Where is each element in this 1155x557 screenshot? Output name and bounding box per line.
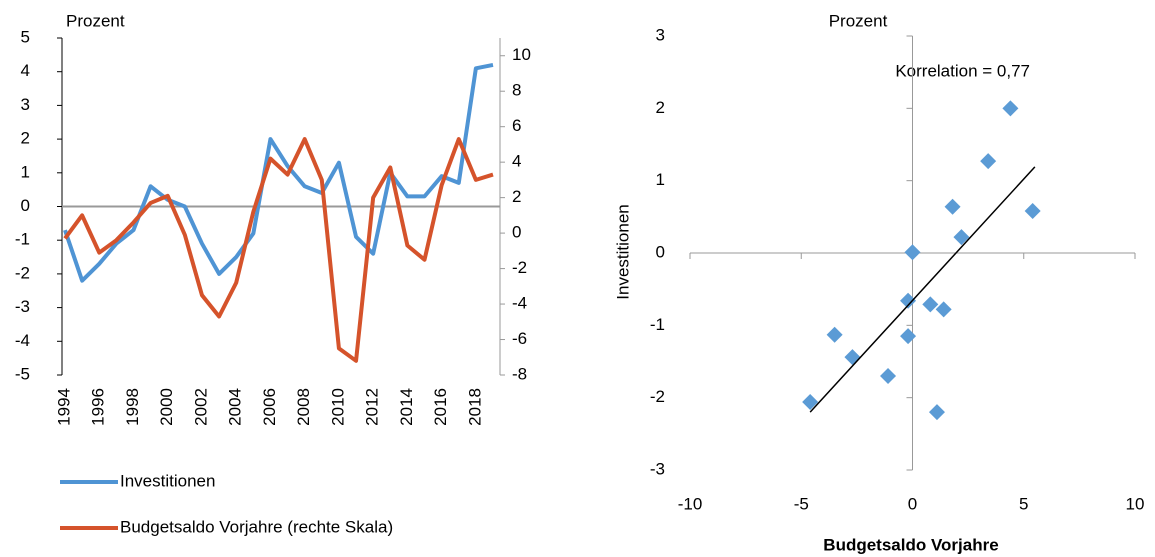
scatter-point bbox=[900, 328, 917, 345]
x-tick-label: 0 bbox=[908, 494, 917, 513]
y-tick-label: -3 bbox=[15, 297, 30, 316]
y2-tick-label: 10 bbox=[512, 45, 531, 64]
y2-tick-label: 0 bbox=[512, 223, 521, 242]
scatter-point bbox=[802, 394, 819, 411]
y2-tick-label: -2 bbox=[512, 258, 527, 277]
scatter-point bbox=[1024, 203, 1041, 220]
series-line bbox=[63, 62, 494, 283]
y2-tick-label: 8 bbox=[512, 81, 521, 100]
y-unit-label: Prozent bbox=[829, 11, 888, 30]
y2-tick-label: -4 bbox=[512, 294, 527, 313]
x-tick-label: 2010 bbox=[328, 388, 347, 426]
legend-label: Budgetsaldo Vorjahre (rechte Skala) bbox=[120, 517, 393, 536]
y-tick-label: -2 bbox=[650, 387, 665, 406]
x-tick-label: 5 bbox=[1019, 494, 1028, 513]
y2-tick-label: -6 bbox=[512, 329, 527, 348]
series-line bbox=[63, 137, 494, 363]
scatter-point bbox=[826, 326, 843, 343]
scatter-point bbox=[928, 404, 945, 421]
x-tick-label: 1996 bbox=[89, 388, 108, 426]
x-tick-label: 2012 bbox=[363, 388, 382, 426]
trend-line bbox=[809, 166, 1036, 413]
y-tick-label: 4 bbox=[21, 61, 30, 80]
y-tick-label: 3 bbox=[21, 95, 30, 114]
x-tick-label: 1998 bbox=[123, 388, 142, 426]
y-tick-label: 1 bbox=[656, 170, 665, 189]
x-tick-label: 10 bbox=[1126, 494, 1145, 513]
x-tick-label: 2014 bbox=[397, 388, 416, 426]
y-tick-label: -2 bbox=[15, 263, 30, 282]
y-tick-label: 5 bbox=[21, 27, 30, 46]
y-tick-label: 0 bbox=[21, 196, 30, 215]
y2-tick-label: -8 bbox=[512, 364, 527, 383]
y-tick-label: -5 bbox=[15, 364, 30, 383]
y-axis-title: Investitionen bbox=[613, 204, 632, 299]
y-tick-label: 2 bbox=[21, 129, 30, 148]
scatter-point bbox=[980, 153, 997, 170]
x-tick-label: -5 bbox=[794, 494, 809, 513]
y2-tick-label: 2 bbox=[512, 187, 521, 206]
y-tick-label: 3 bbox=[656, 25, 665, 44]
x-tick-label: 2016 bbox=[431, 388, 450, 426]
y-tick-label: -1 bbox=[15, 230, 30, 249]
scatter-point bbox=[904, 244, 921, 261]
y-unit-label: Prozent bbox=[66, 11, 125, 30]
y-tick-label: -1 bbox=[650, 315, 665, 334]
y-tick-label: -3 bbox=[650, 459, 665, 478]
scatter-point bbox=[1002, 100, 1019, 117]
y-tick-label: 0 bbox=[656, 242, 665, 261]
scatter-point bbox=[953, 229, 970, 246]
x-axis-title: Budgetsaldo Vorjahre bbox=[823, 535, 998, 554]
scatter-point bbox=[944, 198, 961, 215]
scatter-point bbox=[844, 349, 861, 366]
scatter-point bbox=[900, 292, 917, 309]
scatter-point bbox=[922, 296, 939, 313]
y-tick-label: -4 bbox=[15, 331, 30, 350]
y2-tick-label: 6 bbox=[512, 116, 521, 135]
y-tick-label: 2 bbox=[656, 98, 665, 117]
x-tick-label: 2018 bbox=[465, 388, 484, 426]
x-tick-label: -10 bbox=[678, 494, 703, 513]
annotation: Korrelation = 0,77 bbox=[895, 61, 1030, 80]
scatter-point bbox=[935, 301, 952, 318]
x-tick-label: 2008 bbox=[294, 388, 313, 426]
scatter-point bbox=[880, 367, 897, 384]
x-tick-label: 2006 bbox=[260, 388, 279, 426]
x-tick-label: 2000 bbox=[157, 388, 176, 426]
y2-tick-label: 4 bbox=[512, 152, 521, 171]
legend-label: Investitionen bbox=[120, 471, 215, 490]
x-tick-label: 2004 bbox=[226, 388, 245, 426]
x-tick-label: 1994 bbox=[54, 388, 73, 426]
x-tick-label: 2002 bbox=[191, 388, 210, 426]
y-tick-label: 1 bbox=[21, 162, 30, 181]
